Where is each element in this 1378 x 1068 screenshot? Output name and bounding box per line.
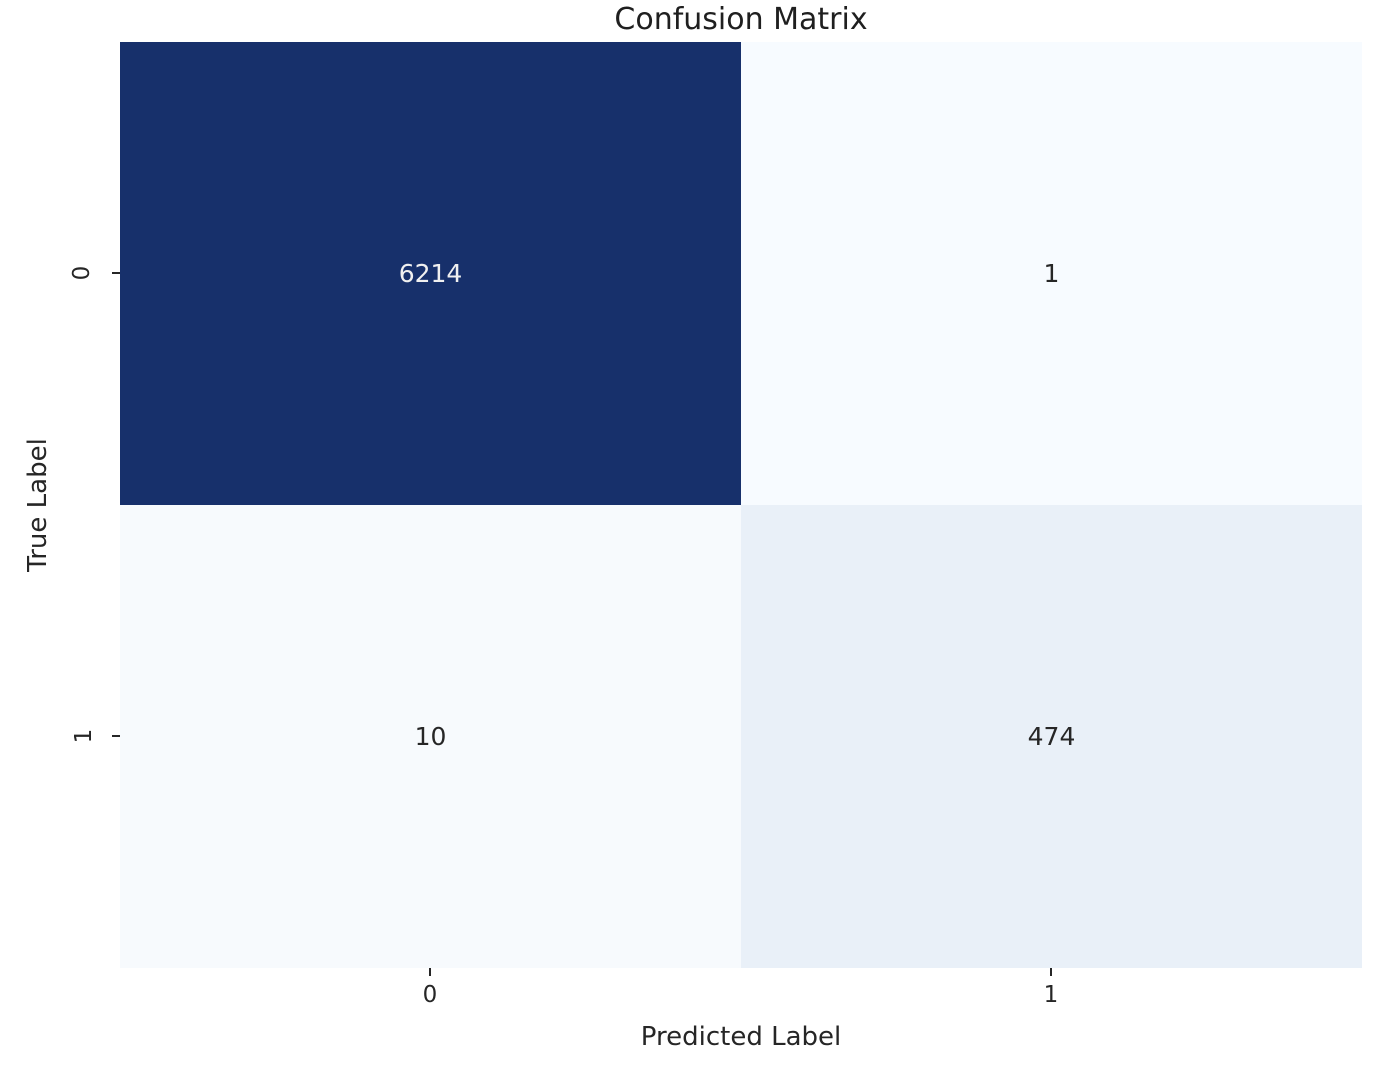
- x-tick-label-0: 0: [422, 982, 438, 1008]
- x-axis-label: Predicted Label: [640, 1022, 842, 1052]
- cell-true1-pred1: 474: [741, 505, 1362, 968]
- x-tick-mark-1: [1050, 968, 1052, 976]
- y-tick-mark-1: [112, 735, 120, 737]
- cell-value-true1-pred0: 10: [414, 722, 447, 751]
- cell-value-true0-pred0: 6214: [398, 259, 463, 288]
- heatmap-plot-area: 6214 1 10 474: [120, 42, 1362, 968]
- cell-true1-pred0: 10: [120, 505, 741, 968]
- y-axis-label: True Label: [23, 438, 53, 572]
- cell-value-true0-pred1: 1: [1043, 259, 1060, 288]
- cell-true0-pred0: 6214: [120, 42, 741, 505]
- chart-title: Confusion Matrix: [614, 2, 868, 37]
- y-tick-label-0: 0: [69, 265, 95, 281]
- y-tick-label-1: 1: [71, 728, 97, 744]
- cell-true0-pred1: 1: [741, 42, 1362, 505]
- cell-value-true1-pred1: 474: [1027, 722, 1076, 751]
- x-tick-label-1: 1: [1043, 982, 1059, 1008]
- x-tick-mark-0: [429, 968, 431, 976]
- y-tick-mark-0: [112, 272, 120, 274]
